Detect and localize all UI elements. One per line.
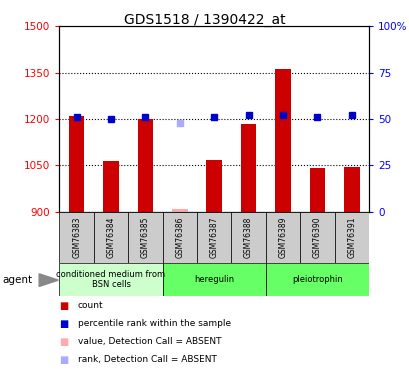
Text: GDS1518 / 1390422_at: GDS1518 / 1390422_at (124, 13, 285, 27)
Text: GSM76384: GSM76384 (106, 216, 115, 258)
Text: GSM76389: GSM76389 (278, 216, 287, 258)
Bar (59, 262, 162, 296)
Text: pleiotrophin: pleiotrophin (291, 275, 342, 284)
Bar (103, 162, 119, 212)
Text: GSM76390: GSM76390 (312, 216, 321, 258)
Bar (265, 262, 368, 296)
Text: count: count (78, 301, 103, 310)
Bar (162, 212, 197, 262)
Bar (231, 212, 265, 262)
Bar (69, 116, 84, 212)
Bar (197, 212, 231, 262)
Bar (172, 209, 187, 212)
Bar (162, 262, 265, 296)
Text: heregulin: heregulin (194, 275, 234, 284)
Text: GSM76387: GSM76387 (209, 216, 218, 258)
Text: GSM76383: GSM76383 (72, 216, 81, 258)
Bar (59, 212, 94, 262)
Text: GSM76385: GSM76385 (141, 216, 150, 258)
Text: percentile rank within the sample: percentile rank within the sample (78, 319, 230, 328)
Bar (343, 167, 359, 212)
Text: rank, Detection Call = ABSENT: rank, Detection Call = ABSENT (78, 355, 216, 364)
Bar (299, 212, 334, 262)
Text: value, Detection Call = ABSENT: value, Detection Call = ABSENT (78, 337, 221, 346)
Text: ■: ■ (59, 355, 69, 364)
Text: ■: ■ (59, 301, 69, 310)
Bar (206, 160, 221, 212)
Text: conditioned medium from
BSN cells: conditioned medium from BSN cells (56, 270, 165, 289)
Text: ■: ■ (59, 337, 69, 346)
Bar (128, 212, 162, 262)
Bar (240, 124, 256, 212)
Bar (94, 212, 128, 262)
Text: GSM76386: GSM76386 (175, 216, 184, 258)
Text: GSM76391: GSM76391 (346, 216, 355, 258)
Polygon shape (39, 274, 58, 286)
Bar (265, 212, 299, 262)
Bar (334, 212, 368, 262)
Bar (137, 119, 153, 212)
Text: agent: agent (2, 275, 32, 285)
Bar (274, 69, 290, 212)
Text: ■: ■ (59, 319, 69, 328)
Bar (309, 168, 324, 212)
Text: GSM76388: GSM76388 (243, 216, 252, 258)
